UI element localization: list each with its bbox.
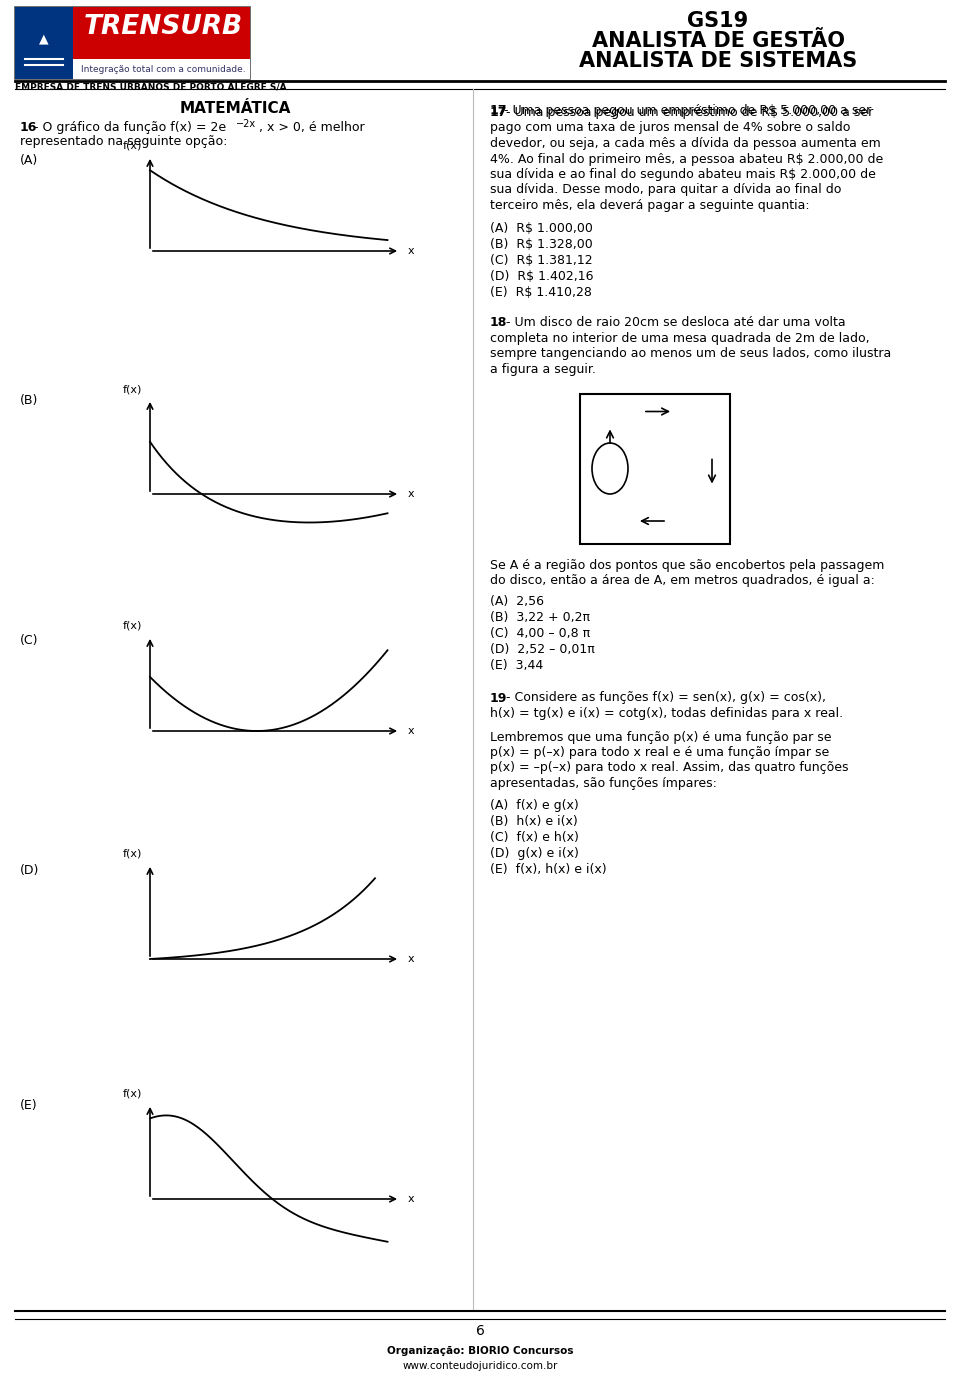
Text: (B)  h(x) e i(x): (B) h(x) e i(x) bbox=[490, 814, 578, 827]
Text: f(x): f(x) bbox=[123, 621, 142, 631]
Text: ■: ■ bbox=[39, 49, 49, 59]
Text: f(x): f(x) bbox=[123, 383, 142, 395]
Text: Organização: BIORIO Concursos: Organização: BIORIO Concursos bbox=[387, 1346, 573, 1356]
Text: Lembremos que uma função p(x) é uma função par se: Lembremos que uma função p(x) é uma funç… bbox=[490, 730, 831, 743]
Text: Se A é a região dos pontos que são encobertos pela passagem: Se A é a região dos pontos que são encob… bbox=[490, 558, 884, 572]
Text: x: x bbox=[408, 954, 415, 964]
Text: 4%. Ao final do primeiro mês, a pessoa abateu R$ 2.000,00 de: 4%. Ao final do primeiro mês, a pessoa a… bbox=[490, 152, 883, 165]
Text: do disco, então a área de A, em metros quadrados, é igual a:: do disco, então a área de A, em metros q… bbox=[490, 574, 875, 588]
Text: (D): (D) bbox=[20, 865, 39, 877]
Text: 16: 16 bbox=[20, 120, 37, 134]
Text: (C)  R$ 1.381,12: (C) R$ 1.381,12 bbox=[490, 255, 592, 267]
Text: (A)  2,56: (A) 2,56 bbox=[490, 596, 544, 609]
Text: sua dívida. Desse modo, para quitar a dívida ao final do: sua dívida. Desse modo, para quitar a dí… bbox=[490, 183, 841, 196]
Text: apresentadas, são funções ímpares:: apresentadas, são funções ímpares: bbox=[490, 776, 717, 790]
Text: (B)  3,22 + 0,2π: (B) 3,22 + 0,2π bbox=[490, 611, 590, 624]
Text: x: x bbox=[408, 490, 415, 499]
Text: pago com uma taxa de juros mensal de 4% sobre o saldo: pago com uma taxa de juros mensal de 4% … bbox=[490, 122, 851, 134]
Bar bbox=[73, 7, 250, 59]
Text: ANALISTA DE GESTÃO: ANALISTA DE GESTÃO bbox=[591, 31, 845, 50]
Text: (D)  2,52 – 0,01π: (D) 2,52 – 0,01π bbox=[490, 644, 595, 656]
Text: EMPRESA DE TRENS URBANOS DE PORTO ALEGRE S/A: EMPRESA DE TRENS URBANOS DE PORTO ALEGRE… bbox=[15, 83, 287, 92]
Text: x: x bbox=[408, 726, 415, 736]
Text: h(x) = tg(x) e i(x) = cotg(x), todas definidas para x real.: h(x) = tg(x) e i(x) = cotg(x), todas def… bbox=[490, 706, 843, 720]
Text: MATEMÁTICA: MATEMÁTICA bbox=[180, 101, 291, 116]
Text: (E)  R$ 1.410,28: (E) R$ 1.410,28 bbox=[490, 287, 592, 299]
Text: (A)  f(x) e g(x): (A) f(x) e g(x) bbox=[490, 799, 579, 811]
Text: (D)  g(x) e i(x): (D) g(x) e i(x) bbox=[490, 846, 579, 859]
Text: (E)  f(x), h(x) e i(x): (E) f(x), h(x) e i(x) bbox=[490, 863, 607, 876]
Text: sua dívida e ao final do segundo abateu mais R$ 2.000,00 de: sua dívida e ao final do segundo abateu … bbox=[490, 168, 876, 180]
Text: www.conteudojuridico.com.br: www.conteudojuridico.com.br bbox=[402, 1361, 558, 1371]
Text: (D)  R$ 1.402,16: (D) R$ 1.402,16 bbox=[490, 270, 593, 284]
Text: - Uma pessoa pegou um empréstimo de R$ 5.000,00 a ser: - Uma pessoa pegou um empréstimo de R$ 5… bbox=[504, 104, 872, 118]
Text: completa no interior de uma mesa quadrada de 2m de lado,: completa no interior de uma mesa quadrad… bbox=[490, 332, 870, 346]
Text: (E)  3,44: (E) 3,44 bbox=[490, 659, 543, 673]
Bar bbox=[580, 393, 730, 543]
Text: f(x): f(x) bbox=[123, 1088, 142, 1100]
Text: 17: 17 bbox=[490, 104, 508, 118]
Text: (E): (E) bbox=[20, 1100, 37, 1112]
Text: (A)  R$ 1.000,00: (A) R$ 1.000,00 bbox=[490, 222, 593, 235]
Text: f(x): f(x) bbox=[123, 849, 142, 859]
Text: x: x bbox=[408, 246, 415, 256]
Text: (C)  4,00 – 0,8 π: (C) 4,00 – 0,8 π bbox=[490, 628, 590, 641]
Ellipse shape bbox=[592, 443, 628, 494]
Text: (A): (A) bbox=[20, 154, 38, 166]
Text: a figura a seguir.: a figura a seguir. bbox=[490, 362, 596, 376]
Bar bbox=[15, 7, 250, 78]
Text: Integração total com a comunidade.: Integração total com a comunidade. bbox=[81, 64, 246, 74]
Text: terceiro mês, ela deverá pagar a seguinte quantia:: terceiro mês, ela deverá pagar a seguint… bbox=[490, 199, 809, 213]
Text: 19: 19 bbox=[490, 691, 508, 705]
Text: ▲: ▲ bbox=[39, 34, 49, 46]
Text: devedor, ou seja, a cada mês a dívida da pessoa aumenta em: devedor, ou seja, a cada mês a dívida da… bbox=[490, 137, 880, 150]
Text: GS19: GS19 bbox=[687, 11, 749, 31]
Text: 17: 17 bbox=[490, 106, 508, 119]
Text: f(x): f(x) bbox=[123, 141, 142, 151]
Text: - Considere as funções f(x) = sen(x), g(x) = cos(x),: - Considere as funções f(x) = sen(x), g(… bbox=[506, 691, 826, 705]
Text: TRENSURB: TRENSURB bbox=[84, 14, 243, 41]
Text: , x > 0, é melhor: , x > 0, é melhor bbox=[255, 120, 365, 134]
Text: - Uma pessoa pegou um empréstimo de R$ 5.000,00 a ser: - Uma pessoa pegou um empréstimo de R$ 5… bbox=[506, 106, 874, 119]
Bar bbox=[73, 59, 250, 78]
Text: p(x) = –p(–x) para todo x real. Assim, das quatro funções: p(x) = –p(–x) para todo x real. Assim, d… bbox=[490, 761, 849, 775]
Text: (C): (C) bbox=[20, 634, 38, 646]
Text: 18: 18 bbox=[490, 316, 508, 330]
Text: (B)  R$ 1.328,00: (B) R$ 1.328,00 bbox=[490, 238, 592, 252]
Text: (C)  f(x) e h(x): (C) f(x) e h(x) bbox=[490, 831, 579, 844]
Text: p(x) = p(–x) para todo x real e é uma função ímpar se: p(x) = p(–x) para todo x real e é uma fu… bbox=[490, 746, 829, 760]
Text: x: x bbox=[408, 1193, 415, 1205]
Text: - O gráfico da função f(x) = 2e: - O gráfico da função f(x) = 2e bbox=[34, 120, 227, 134]
Bar bbox=[15, 7, 73, 78]
Text: −2x: −2x bbox=[236, 119, 256, 129]
Text: 6: 6 bbox=[475, 1323, 485, 1337]
Text: ANALISTA DE SISTEMAS: ANALISTA DE SISTEMAS bbox=[579, 50, 857, 71]
Text: - Um disco de raio 20cm se desloca até dar uma volta: - Um disco de raio 20cm se desloca até d… bbox=[506, 316, 846, 330]
Text: (B): (B) bbox=[20, 395, 38, 407]
Text: representado na seguinte opção:: representado na seguinte opção: bbox=[20, 134, 228, 148]
Text: sempre tangenciando ao menos um de seus lados, como ilustra: sempre tangenciando ao menos um de seus … bbox=[490, 347, 891, 361]
